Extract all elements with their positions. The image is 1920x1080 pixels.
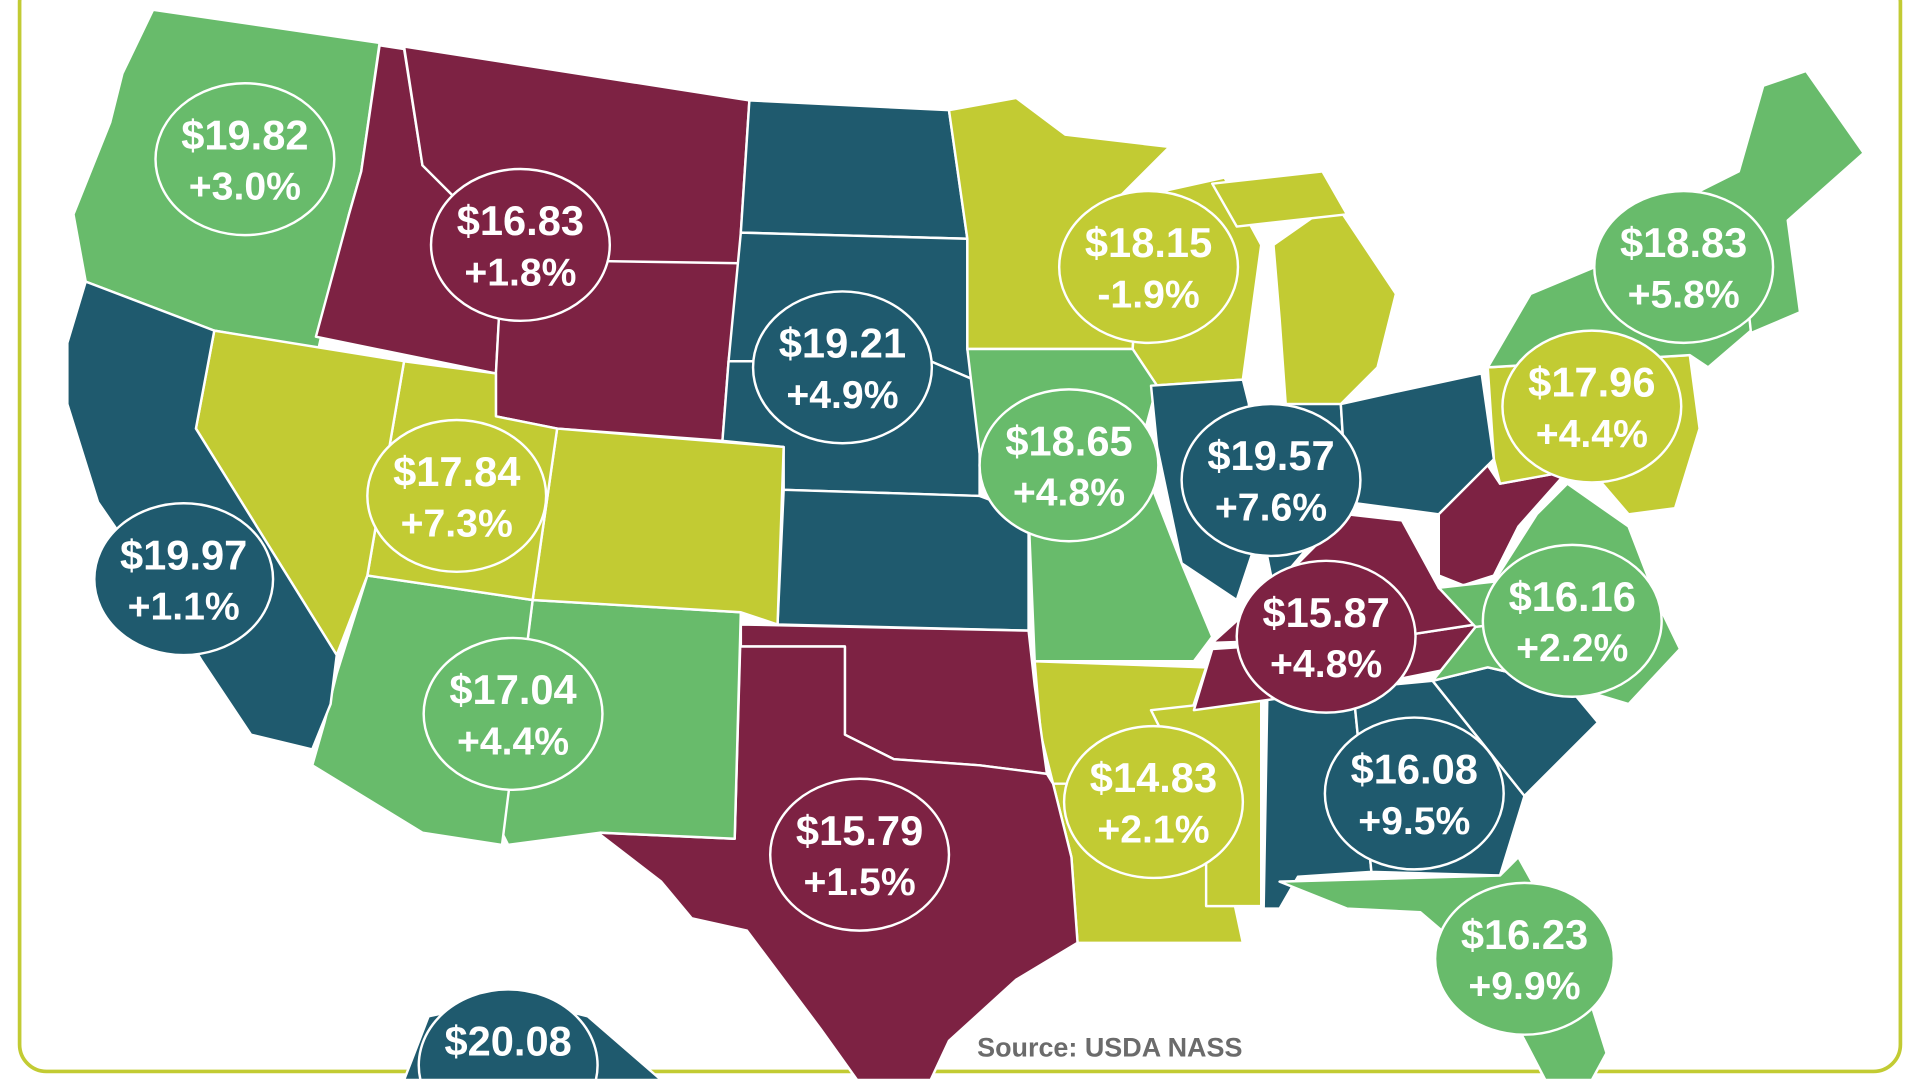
label-bubble xyxy=(1323,716,1505,871)
state-mi xyxy=(1272,200,1398,406)
price-value: $14.83 xyxy=(1090,754,1217,801)
price-label-sd: $19.21 +4.9% xyxy=(751,290,934,445)
label-bubble xyxy=(1593,189,1775,345)
price-change: +4.9% xyxy=(786,374,898,417)
price-label-ny: $18.83 +5.8% xyxy=(1593,189,1775,345)
price-value: $16.16 xyxy=(1509,573,1636,620)
label-bubble xyxy=(1433,881,1616,1036)
label-bubble xyxy=(93,502,275,657)
label-bubble xyxy=(1057,189,1240,345)
price-value: $17.84 xyxy=(393,448,520,495)
price-value: $18.65 xyxy=(1005,418,1132,465)
state-wv xyxy=(1437,464,1569,587)
price-change: +1.1% xyxy=(128,586,240,629)
price-change: +4.4% xyxy=(1536,413,1648,456)
price-label-la: $14.83 +2.1% xyxy=(1062,724,1245,880)
price-label-ak: $20.08 xyxy=(417,988,599,1080)
label-bubble xyxy=(768,777,951,932)
price-value: $16.83 xyxy=(457,197,584,244)
label-bubble xyxy=(366,418,548,574)
frame-border xyxy=(17,0,1903,1074)
state-mi-up xyxy=(1211,170,1349,228)
price-value: $18.83 xyxy=(1620,219,1747,266)
price-change: +3.0% xyxy=(189,166,301,209)
price-change: +7.6% xyxy=(1215,486,1327,529)
price-value: $19.82 xyxy=(181,111,308,158)
price-value: $20.08 xyxy=(444,1018,571,1065)
price-label-az: $17.04 +4.4% xyxy=(422,636,604,792)
label-bubble xyxy=(978,388,1160,543)
price-value: $15.87 xyxy=(1262,589,1389,636)
price-value: $18.15 xyxy=(1085,219,1212,266)
label-bubble xyxy=(417,988,599,1080)
price-change: +1.5% xyxy=(804,861,916,904)
price-value: $16.08 xyxy=(1351,746,1478,793)
state-nd xyxy=(739,99,969,240)
price-label-va: $16.16 +2.2% xyxy=(1481,543,1663,698)
price-value: $17.04 xyxy=(449,666,576,713)
label-bubble xyxy=(429,167,612,323)
label-bubble xyxy=(1062,724,1245,880)
price-label-ut: $17.84 +7.3% xyxy=(366,418,548,574)
price-label-id: $16.83 +1.8% xyxy=(429,167,612,323)
price-value: $16.23 xyxy=(1461,911,1588,958)
price-label-il: $19.57 +7.6% xyxy=(1180,402,1362,558)
price-label-tx: $15.79 +1.5% xyxy=(768,777,951,932)
label-bubble xyxy=(1180,402,1362,558)
price-change: +9.9% xyxy=(1468,965,1580,1008)
price-label-ky: $15.87 +4.8% xyxy=(1235,559,1417,714)
label-bubble xyxy=(751,290,934,445)
price-change: +4.8% xyxy=(1013,472,1125,515)
price-label-ia: $18.65 +4.8% xyxy=(978,388,1160,543)
price-value: $19.97 xyxy=(120,531,247,578)
state-co xyxy=(531,427,785,626)
price-label-mn: $18.15 -1.9% xyxy=(1057,189,1240,345)
price-change: +2.1% xyxy=(1097,808,1209,851)
price-change: +1.8% xyxy=(464,251,576,294)
price-change: -1.9% xyxy=(1097,273,1199,316)
price-value: $17.96 xyxy=(1528,359,1655,406)
price-label-ga: $16.08 +9.5% xyxy=(1323,716,1505,871)
price-change: +5.8% xyxy=(1628,273,1740,316)
price-label-pa: $17.96 +4.4% xyxy=(1501,329,1683,484)
price-label-wa: $19.82 +3.0% xyxy=(154,82,336,237)
label-bubble xyxy=(1481,543,1663,698)
price-value: $15.79 xyxy=(796,807,923,854)
label-bubble xyxy=(1501,329,1683,484)
price-change: +7.3% xyxy=(401,502,513,545)
price-value: $19.21 xyxy=(779,320,906,367)
state-ks xyxy=(776,488,1030,632)
price-label-ca: $19.97 +1.1% xyxy=(93,502,275,657)
labels-layer: $19.82 +3.0% $16.83 +1.8% $19.21 +4.9% $18.15 -… xyxy=(93,82,1775,1080)
price-label-fl: $16.23 +9.9% xyxy=(1433,881,1616,1036)
price-change: +4.4% xyxy=(457,720,569,763)
price-value: $19.57 xyxy=(1207,432,1334,479)
price-change: +2.2% xyxy=(1516,627,1628,670)
source-note: Source: USDA NASS xyxy=(977,1033,1242,1063)
label-bubble xyxy=(154,82,336,237)
label-bubble xyxy=(1235,559,1417,714)
label-bubble xyxy=(422,636,604,792)
price-change: +4.8% xyxy=(1270,643,1382,686)
price-change: +9.5% xyxy=(1358,800,1470,843)
